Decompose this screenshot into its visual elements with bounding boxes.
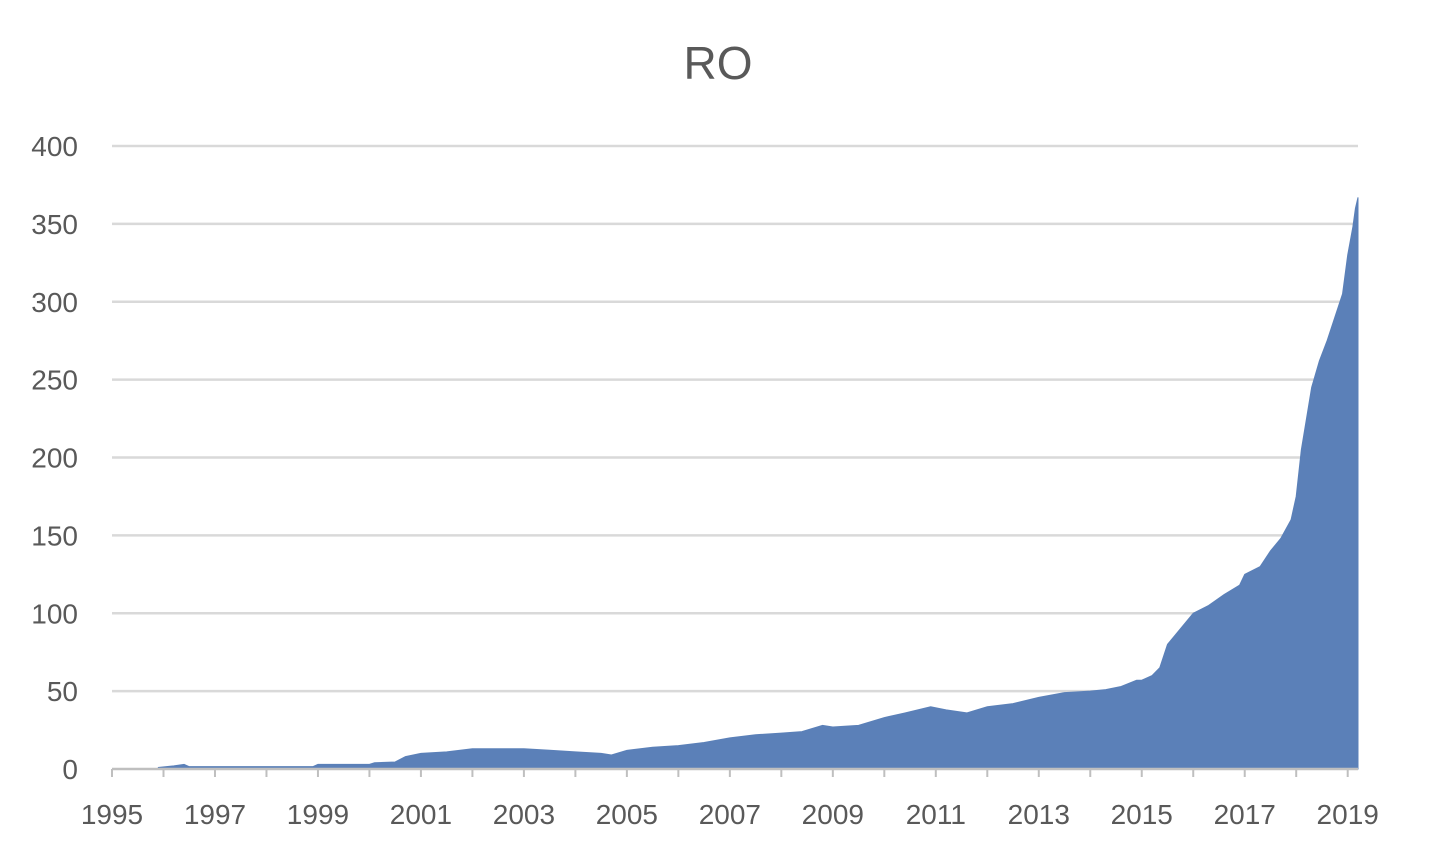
x-tick-label-1997: 1997 — [184, 799, 246, 830]
x-tick-label-1999: 1999 — [287, 799, 349, 830]
y-tick-label-400: 400 — [31, 131, 78, 162]
y-tick-label-300: 300 — [31, 287, 78, 318]
y-axis-tick-labels: 0 50 100 150 200 250 300 350 400 — [31, 131, 78, 785]
y-tick-label-100: 100 — [31, 598, 78, 629]
x-tick-label-2015: 2015 — [1111, 799, 1173, 830]
gridlines — [112, 144, 1358, 693]
x-tick-label-2017: 2017 — [1214, 799, 1276, 830]
x-tick-label-2003: 2003 — [493, 799, 555, 830]
x-axis — [111, 767, 1358, 777]
x-tick-label-2013: 2013 — [1008, 799, 1070, 830]
x-tick-label-2011: 2011 — [906, 799, 966, 830]
y-tick-label-200: 200 — [31, 443, 78, 474]
y-tick-label-350: 350 — [31, 209, 78, 240]
x-tick-label-2007: 2007 — [699, 799, 761, 830]
x-tick-label-2009: 2009 — [802, 799, 864, 830]
x-tick-label-2001: 2001 — [390, 799, 452, 830]
chart-title: RO — [683, 37, 753, 89]
x-axis-tick-labels: 1995 1997 1999 2001 2003 2005 2007 2009 2011 2013… — [81, 799, 1379, 830]
x-tick-label-2005: 2005 — [596, 799, 658, 830]
x-tick-label-2019: 2019 — [1317, 799, 1379, 830]
area-fill — [157, 197, 1359, 770]
y-tick-label-0: 0 — [62, 754, 78, 785]
y-tick-label-250: 250 — [31, 365, 78, 396]
x-tick-label-1995: 1995 — [81, 799, 143, 830]
y-tick-label-50: 50 — [47, 676, 78, 707]
area-series — [157, 197, 1359, 770]
y-tick-label-150: 150 — [31, 520, 78, 551]
